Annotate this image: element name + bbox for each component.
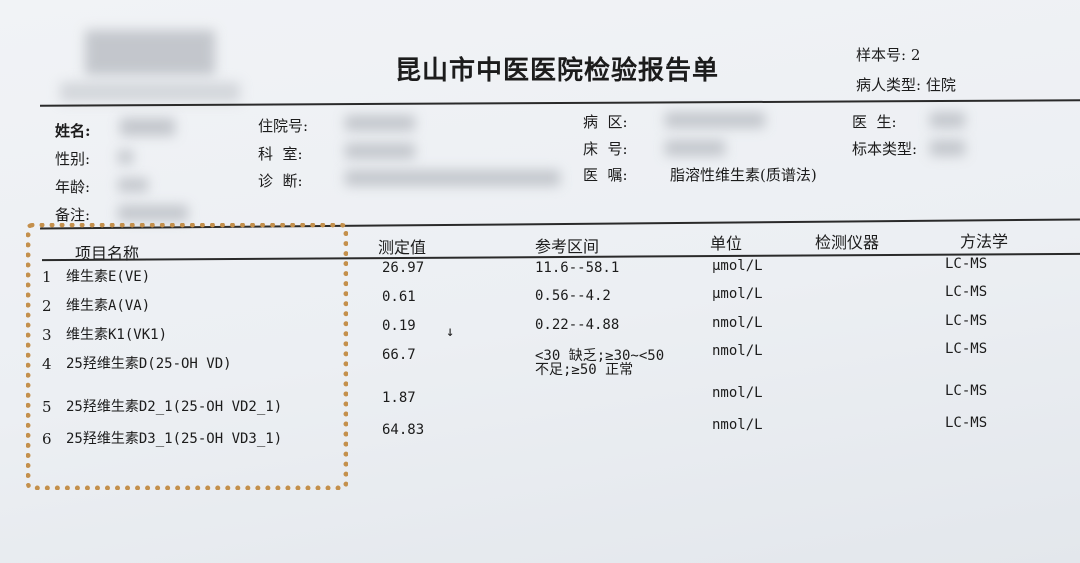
redacted-ward (665, 112, 765, 128)
redacted-department (345, 143, 415, 159)
header-unit: 单位 (710, 234, 743, 253)
header-value: 测定值 (378, 238, 427, 257)
redacted-note (118, 205, 188, 221)
reference-range: <30 缺乏;≥30~<50 (535, 347, 665, 364)
redacted-specimen (930, 140, 965, 156)
header-method: 方法学 (960, 232, 1009, 251)
low-flag-icon: ↓ (446, 324, 455, 340)
header-reference: 参考区间 (535, 237, 600, 256)
item-name: 25羟维生素D(25-OH VD) (66, 356, 232, 372)
diagnosis-label: 诊 断: (258, 172, 303, 190)
row-number: 5 (42, 398, 52, 416)
redacted-sex (118, 150, 133, 164)
method: LC-MS (945, 256, 988, 272)
admission-no-label: 住院号: (258, 117, 309, 135)
name-label: 姓名: (55, 122, 91, 140)
redacted-doctor (930, 112, 965, 128)
measured-value: 64.83 (382, 422, 425, 438)
report-title: 昆山市中医医院检验报告单 (395, 56, 720, 86)
highlight-box (26, 223, 348, 490)
item-name: 维生素A(VA) (66, 298, 151, 314)
order-label: 医 嘱: (583, 166, 628, 184)
measured-value: 0.19 (382, 318, 416, 334)
method: LC-MS (945, 312, 988, 329)
patient-type: 病人类型: 住院 (856, 74, 956, 95)
sample-no-label: 样本号: (856, 46, 907, 64)
redacted-logo-sub (60, 82, 240, 102)
age-label: 年龄: (55, 178, 91, 196)
reference-range-cont: 不足;≥50 正常 (535, 361, 634, 378)
order-value: 脂溶性维生素(质谱法) (670, 166, 817, 184)
redacted-diagnosis (345, 170, 560, 186)
unit: μmol/L (712, 286, 763, 303)
method: LC-MS (945, 340, 988, 357)
ward-label: 病 区: (583, 113, 628, 131)
unit: nmol/L (712, 342, 763, 359)
doctor-label: 医 生: (852, 113, 897, 131)
row-number: 3 (42, 326, 52, 344)
redacted-logo (85, 30, 215, 75)
sample-no: 样本号: 2 (856, 44, 920, 65)
bed-label: 床 号: (583, 140, 628, 158)
row-number: 2 (42, 297, 52, 315)
row-number: 1 (42, 268, 52, 286)
redacted-bed (665, 140, 725, 156)
reference-range: 11.6--58.1 (535, 260, 620, 276)
item-name: 25羟维生素D2_1(25-OH VD2_1) (66, 399, 283, 415)
measured-value: 0.61 (382, 289, 416, 305)
measured-value: 26.97 (382, 260, 425, 276)
sex-label: 性别: (55, 150, 91, 168)
item-name: 维生素E(VE) (66, 269, 151, 285)
specimen-type-label: 标本类型: (852, 140, 918, 158)
method: LC-MS (945, 414, 988, 431)
measured-value: 1.87 (382, 390, 416, 406)
unit: nmol/L (712, 416, 763, 433)
item-name: 25羟维生素D3_1(25-OH VD3_1) (66, 431, 283, 447)
unit: nmol/L (712, 314, 763, 331)
reference-range: 0.22--4.88 (535, 316, 620, 333)
sample-no-value: 2 (910, 46, 921, 64)
patient-type-label: 病人类型: (856, 76, 922, 94)
method: LC-MS (945, 383, 988, 400)
unit: μmol/L (712, 258, 763, 274)
redacted-admission-no (345, 115, 415, 131)
redacted-age (118, 178, 148, 192)
department-label: 科 室: (258, 145, 303, 163)
note-label: 备注: (55, 206, 91, 224)
reference-range: 0.56--4.2 (535, 288, 611, 305)
header-instrument: 检测仪器 (815, 233, 880, 252)
item-name: 维生素K1(VK1) (66, 327, 168, 343)
redacted-name (120, 118, 175, 136)
measured-value: 66.7 (382, 347, 416, 363)
row-number: 6 (42, 430, 52, 448)
patient-type-value: 住院 (925, 76, 956, 94)
unit: nmol/L (712, 385, 763, 402)
method: LC-MS (945, 284, 988, 301)
row-number: 4 (42, 355, 52, 373)
